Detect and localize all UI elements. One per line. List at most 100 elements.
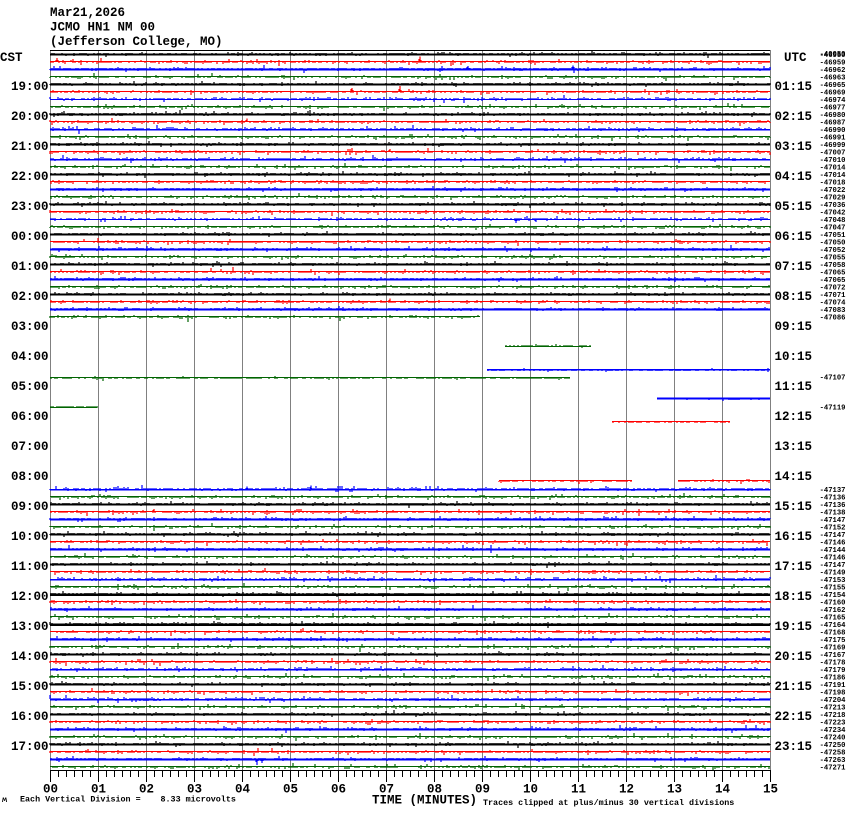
svg-text:-47149: -47149 (820, 570, 846, 578)
svg-text:-47271: -47271 (820, 765, 847, 773)
svg-text:Mar21,2026: Mar21,2026 (50, 6, 125, 20)
svg-text:-47058: -47058 (820, 262, 846, 270)
svg-text:10: 10 (523, 783, 538, 797)
svg-text:-47050: -47050 (820, 240, 846, 248)
svg-text:08:00: 08:00 (11, 470, 49, 484)
svg-text:11:15: 11:15 (775, 380, 813, 394)
svg-text:-46990: -46990 (820, 127, 846, 135)
svg-text:17:00: 17:00 (11, 740, 49, 754)
svg-text:-40050: -40050 (820, 51, 846, 59)
svg-text:14: 14 (715, 783, 731, 797)
svg-text:-47018: -47018 (820, 180, 846, 188)
svg-text:-47240: -47240 (820, 735, 846, 743)
svg-text:13: 13 (667, 783, 682, 797)
svg-text:-47147: -47147 (820, 532, 846, 540)
svg-text:-47107: -47107 (820, 375, 846, 383)
svg-text:08:15: 08:15 (775, 290, 813, 304)
svg-text:Each Vertical Division =: Each Vertical Division = (20, 795, 141, 805)
svg-text:14:00: 14:00 (11, 650, 49, 664)
svg-text:00:00: 00:00 (11, 230, 49, 244)
svg-text:02:15: 02:15 (775, 110, 813, 124)
svg-text:-47168: -47168 (820, 630, 846, 638)
svg-text:-47137: -47137 (820, 487, 846, 495)
svg-text:09:00: 09:00 (11, 500, 49, 514)
svg-text:12:15: 12:15 (775, 410, 813, 424)
svg-text:-46999: -46999 (820, 142, 846, 150)
svg-text:05:15: 05:15 (775, 200, 813, 214)
svg-text:09:15: 09:15 (775, 320, 813, 334)
svg-text:01:00: 01:00 (11, 260, 49, 274)
svg-text:ʍ: ʍ (2, 795, 8, 805)
svg-text:-47014: -47014 (820, 165, 847, 173)
svg-text:-47065: -47065 (820, 277, 846, 285)
svg-text:-46980: -46980 (820, 112, 846, 120)
svg-text:20:15: 20:15 (775, 650, 813, 664)
svg-text:06: 06 (331, 783, 346, 797)
svg-text:-47074: -47074 (820, 300, 847, 308)
svg-text:-47153: -47153 (820, 577, 846, 585)
svg-text:8.33 microvolts: 8.33 microvolts (161, 795, 236, 805)
svg-text:-47146: -47146 (820, 555, 846, 563)
svg-text:11:00: 11:00 (11, 560, 49, 574)
svg-text:12:00: 12:00 (11, 590, 49, 604)
svg-text:-47234: -47234 (820, 727, 847, 735)
svg-text:-47047: -47047 (820, 225, 846, 233)
svg-text:22:15: 22:15 (775, 710, 813, 724)
svg-text:Traces clipped at plus/minus 3: Traces clipped at plus/minus 30 vertical… (483, 798, 734, 808)
svg-text:-47071: -47071 (820, 292, 847, 300)
svg-text:-47055: -47055 (820, 255, 846, 263)
svg-text:-46977: -46977 (820, 105, 846, 113)
svg-text:01:15: 01:15 (775, 80, 813, 94)
svg-text:-47051: -47051 (820, 232, 847, 240)
svg-text:-47014: -47014 (820, 172, 847, 180)
svg-text:14:15: 14:15 (775, 470, 813, 484)
svg-text:-47167: -47167 (820, 652, 846, 660)
svg-text:07:00: 07:00 (11, 440, 49, 454)
svg-text:03:00: 03:00 (11, 320, 49, 334)
svg-text:19:00: 19:00 (11, 80, 49, 94)
svg-text:06:00: 06:00 (11, 410, 49, 424)
svg-text:-47022: -47022 (820, 187, 846, 195)
svg-text:-47146: -47146 (820, 540, 846, 548)
svg-text:18:15: 18:15 (775, 590, 813, 604)
svg-text:07: 07 (379, 783, 394, 797)
svg-text:-47010: -47010 (820, 157, 846, 165)
svg-text:-47065: -47065 (820, 270, 846, 278)
svg-text:22:00: 22:00 (11, 170, 49, 184)
svg-text:-46963: -46963 (820, 75, 846, 83)
svg-text:04:00: 04:00 (11, 350, 49, 364)
svg-text:16:15: 16:15 (775, 530, 813, 544)
svg-text:08: 08 (427, 783, 442, 797)
svg-text:06:15: 06:15 (775, 230, 813, 244)
svg-text:-46969: -46969 (820, 90, 846, 98)
svg-text:04:15: 04:15 (775, 170, 813, 184)
svg-text:TIME (MINUTES): TIME (MINUTES) (372, 794, 477, 808)
svg-text:-46965: -46965 (820, 82, 846, 90)
svg-text:-46962: -46962 (820, 67, 846, 75)
svg-text:-47147: -47147 (820, 517, 846, 525)
svg-text:-47218: -47218 (820, 712, 846, 720)
svg-text:-47147: -47147 (820, 562, 846, 570)
svg-text:13:15: 13:15 (775, 440, 813, 454)
svg-text:UTC: UTC (784, 51, 807, 65)
svg-text:04: 04 (235, 783, 251, 797)
svg-text:-47165: -47165 (820, 615, 846, 623)
svg-text:15:00: 15:00 (11, 680, 49, 694)
svg-text:-47162: -47162 (820, 607, 846, 615)
svg-text:-47086: -47086 (820, 315, 846, 323)
svg-text:-47198: -47198 (820, 690, 846, 698)
svg-text:-47042: -47042 (820, 210, 846, 218)
svg-text:-46950: -46950 (820, 52, 846, 60)
svg-text:15:15: 15:15 (775, 500, 813, 514)
svg-text:-47179: -47179 (820, 667, 846, 675)
svg-text:-47160: -47160 (820, 600, 846, 608)
svg-text:13:00: 13:00 (11, 620, 49, 634)
svg-text:-47136: -47136 (820, 502, 846, 510)
svg-text:23:00: 23:00 (11, 200, 49, 214)
svg-text:10:00: 10:00 (11, 530, 49, 544)
svg-text:03: 03 (187, 783, 202, 797)
svg-text:-46987: -46987 (820, 120, 846, 128)
svg-text:-47250: -47250 (820, 742, 846, 750)
svg-text:-47175: -47175 (820, 637, 846, 645)
svg-text:-46991: -46991 (820, 135, 847, 143)
